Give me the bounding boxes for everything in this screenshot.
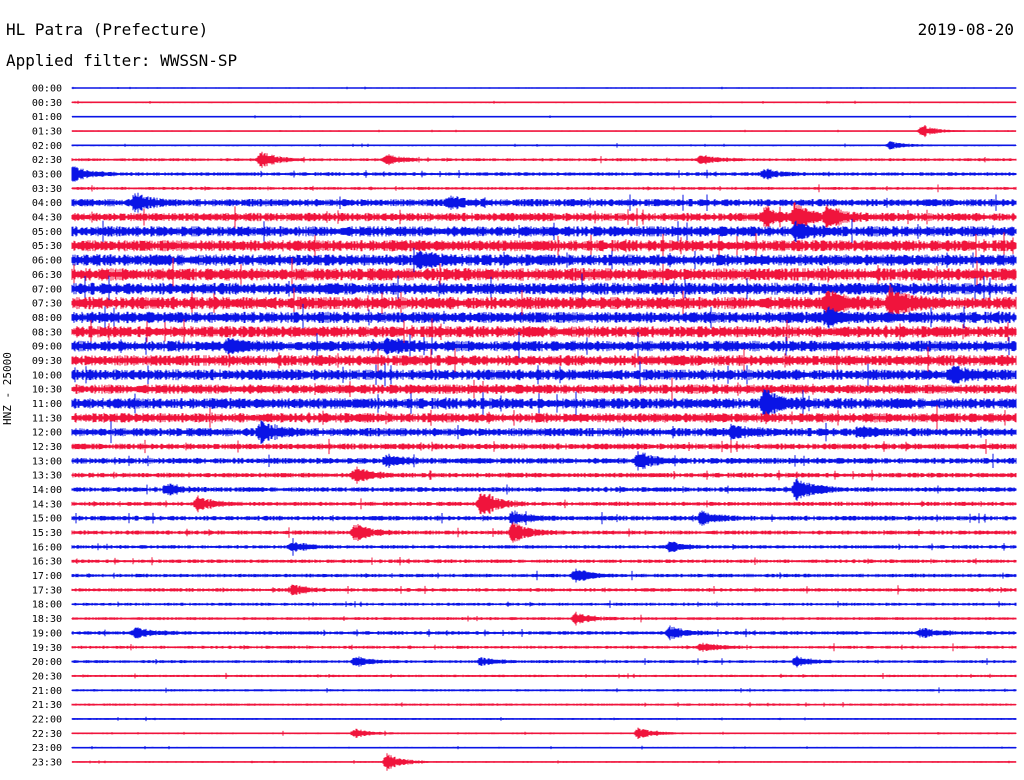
- row-time-label: 02:30: [32, 155, 62, 166]
- row-time-label: 12:30: [32, 442, 62, 453]
- row-time-label: 17:00: [32, 571, 62, 582]
- row-time-label: 21:30: [32, 700, 62, 711]
- row-time-label: 01:30: [32, 127, 62, 138]
- row-time-label: 10:30: [32, 385, 62, 396]
- row-time-label: 13:30: [32, 471, 62, 482]
- row-time-label: 05:30: [32, 241, 62, 252]
- row-time-label: 21:00: [32, 686, 62, 697]
- row-time-label: 00:00: [32, 84, 62, 95]
- row-time-label: 03:30: [32, 184, 62, 195]
- row-time-label: 03:00: [32, 170, 62, 181]
- row-time-label: 22:30: [32, 729, 62, 740]
- row-time-label: 00:30: [32, 98, 62, 109]
- row-time-label: 19:00: [32, 628, 62, 639]
- row-time-label: 12:00: [32, 428, 62, 439]
- row-time-label: 09:00: [32, 342, 62, 353]
- row-time-label: 09:30: [32, 356, 62, 367]
- row-time-label: 06:30: [32, 270, 62, 281]
- row-time-label: 08:00: [32, 313, 62, 324]
- row-time-label: 23:30: [32, 757, 62, 768]
- row-time-label: 19:30: [32, 643, 62, 654]
- row-time-label: 15:30: [32, 528, 62, 539]
- row-time-label: 11:30: [32, 413, 62, 424]
- row-time-label: 02:00: [32, 141, 62, 152]
- row-time-label: 06:00: [32, 256, 62, 267]
- row-time-label: 10:00: [32, 370, 62, 381]
- row-time-label: 15:00: [32, 514, 62, 525]
- date-label: 2019-08-20: [917, 20, 1014, 39]
- row-time-label: 16:00: [32, 542, 62, 553]
- row-time-label: 07:00: [32, 284, 62, 295]
- row-time-label: 17:30: [32, 585, 62, 596]
- row-time-label: 20:00: [32, 657, 62, 668]
- row-time-label: 13:00: [32, 456, 62, 467]
- row-time-label: 18:00: [32, 600, 62, 611]
- row-time-label: 18:30: [32, 614, 62, 625]
- row-time-label: 04:00: [32, 198, 62, 209]
- row-time-label: 05:00: [32, 227, 62, 238]
- row-time-label: 16:30: [32, 557, 62, 568]
- station-title: HL Patra (Prefecture): [6, 20, 209, 39]
- row-time-label: 07:30: [32, 299, 62, 310]
- row-time-label: 14:30: [32, 499, 62, 510]
- row-time-label: 01:00: [32, 112, 62, 123]
- filter-label: Applied filter: WWSSN-SP: [6, 51, 238, 70]
- row-time-label: 11:00: [32, 399, 62, 410]
- row-time-label: 04:30: [32, 213, 62, 224]
- row-time-label: 23:00: [32, 743, 62, 754]
- row-time-label: 08:30: [32, 327, 62, 338]
- row-time-label: 20:30: [32, 671, 62, 682]
- row-time-label: 14:00: [32, 485, 62, 496]
- row-time-label: 22:00: [32, 714, 62, 725]
